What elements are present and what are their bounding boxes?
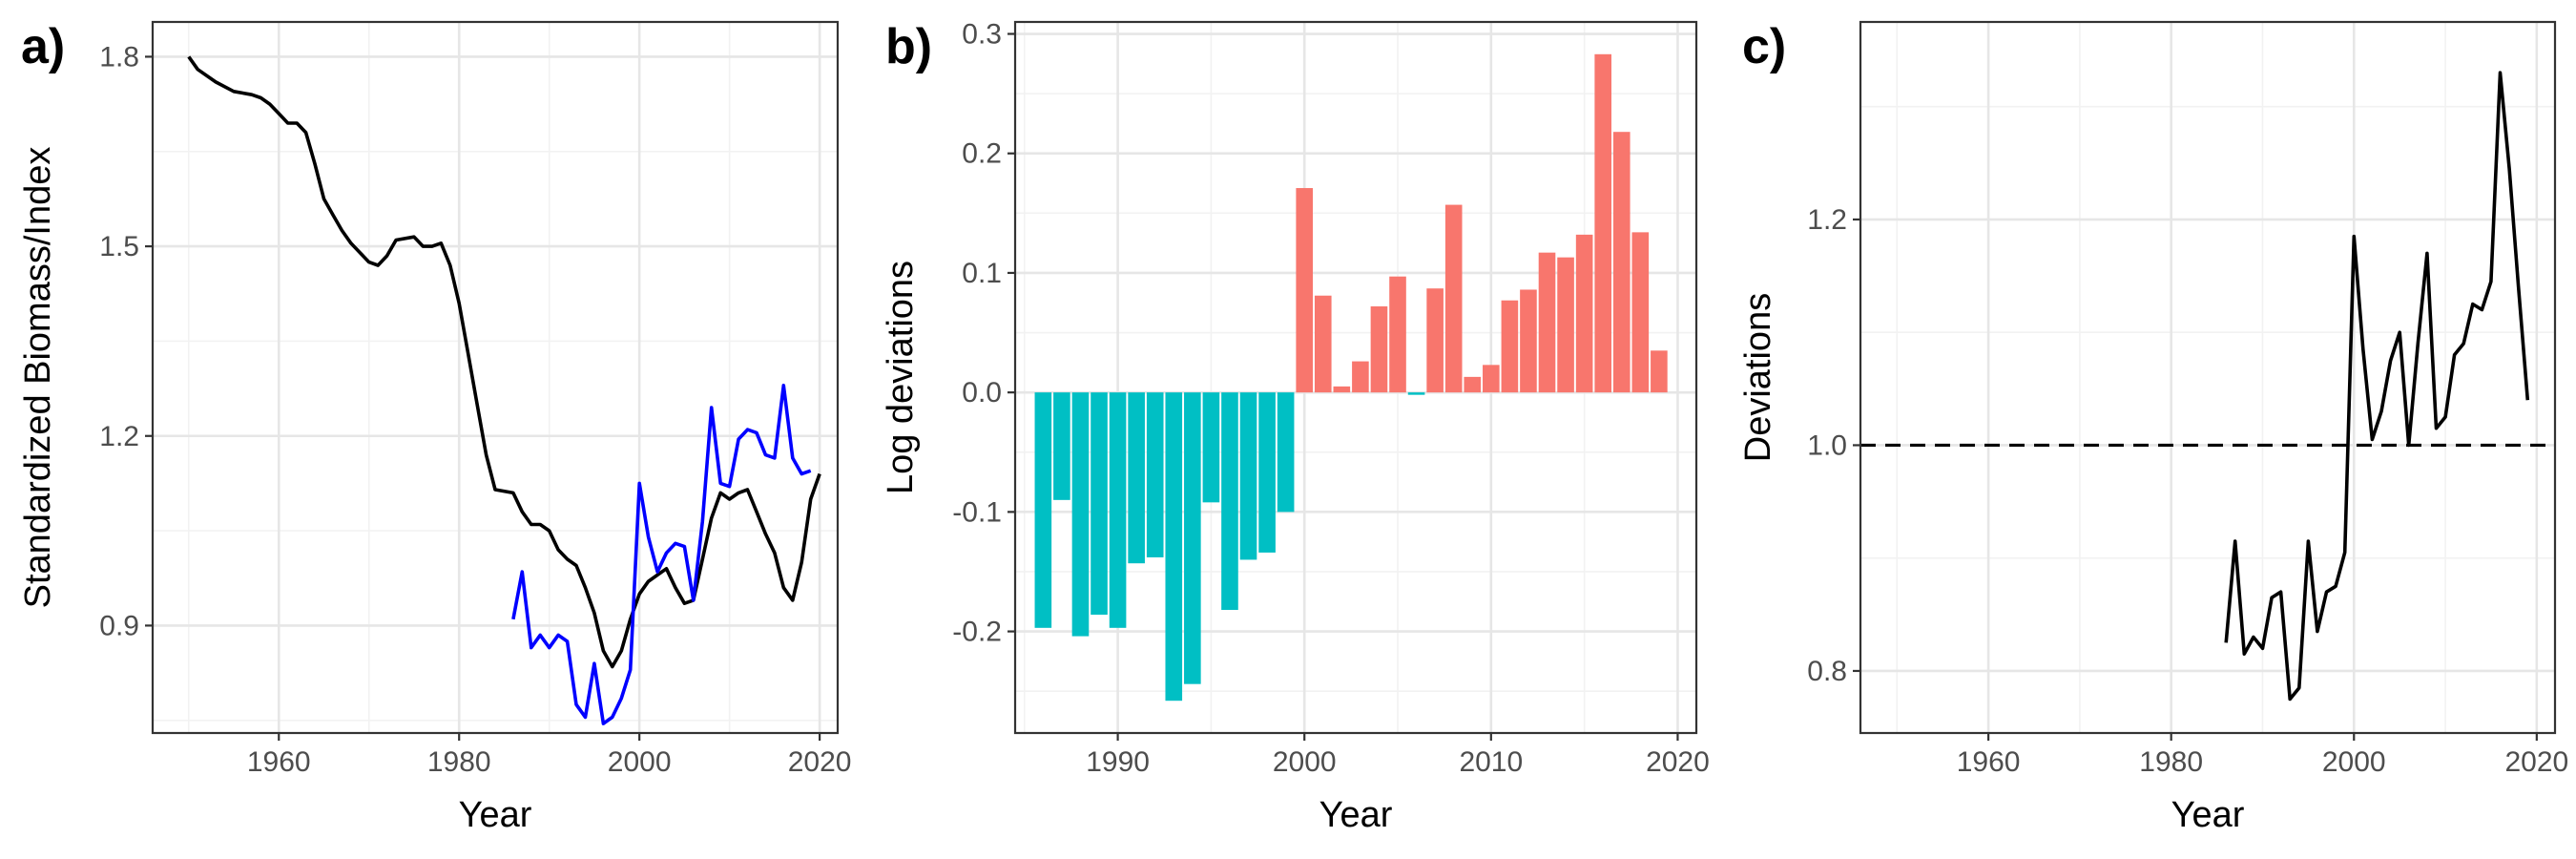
bar <box>1034 392 1052 628</box>
bar <box>1314 295 1332 393</box>
x-tick-label: 2000 <box>1273 746 1337 778</box>
bar <box>1483 365 1500 393</box>
x-tick-label: 2020 <box>788 746 852 778</box>
bar <box>1091 392 1108 616</box>
bar <box>1651 350 1668 393</box>
bar <box>1520 289 1537 393</box>
x-tick-label: 1980 <box>427 746 491 778</box>
y-tick-label: -0.2 <box>952 617 1002 648</box>
bar <box>1165 392 1183 702</box>
y-tick-label: 0.3 <box>962 19 1002 51</box>
bar <box>1202 392 1220 503</box>
y-tick-label: 0.8 <box>1807 656 1847 687</box>
y-tick-label: 1.5 <box>99 231 139 262</box>
x-tick-label: 2000 <box>2322 746 2386 778</box>
x-tick-label: 2020 <box>1646 746 1710 778</box>
bar <box>1184 392 1201 684</box>
y-tick-label: 0.1 <box>962 258 1002 289</box>
plot-frame <box>151 20 840 735</box>
y-tick-label: 0.9 <box>99 610 139 641</box>
panel-label: c) <box>1742 19 1786 74</box>
plot-frame <box>1013 20 1698 735</box>
y-tick-label: -0.1 <box>952 496 1002 528</box>
bar <box>1221 392 1238 611</box>
bar <box>1277 392 1295 513</box>
x-axis-title: Year <box>2171 795 2245 835</box>
bar <box>1109 392 1127 628</box>
x-axis-title: Year <box>1319 795 1393 835</box>
y-axis-title: Log deviations <box>881 261 921 494</box>
bar <box>1538 252 1556 393</box>
panel-label: a) <box>21 19 65 74</box>
bar <box>1296 188 1314 393</box>
bar <box>1557 257 1574 393</box>
panel-b: 1990 2000 2010 2020 -0.2 -0.1 0.0 0.1 0.2 0.3 Year… <box>881 19 1710 835</box>
bar <box>1370 306 1388 393</box>
panel-a: 1960 1980 2000 2020 0.9 1.2 1.5 1.8 Year Standard… <box>18 19 851 835</box>
y-axis-title: Deviations <box>1738 293 1778 462</box>
bar <box>1352 361 1369 393</box>
y-tick-label: 1.2 <box>1807 204 1847 236</box>
bar <box>1333 386 1351 393</box>
bar <box>1053 392 1070 500</box>
panel-label: b) <box>885 19 932 74</box>
x-axis-title: Year <box>459 795 532 835</box>
series-line <box>2224 71 2530 702</box>
bar <box>1146 392 1164 557</box>
bar <box>1631 232 1650 393</box>
x-tick-label: 1960 <box>1957 746 2021 778</box>
x-tick-label: 1960 <box>247 746 311 778</box>
x-tick-label: 2020 <box>2504 746 2568 778</box>
bar <box>1258 392 1276 553</box>
bar <box>1407 392 1425 395</box>
bar <box>1389 276 1406 393</box>
bar <box>1444 204 1463 393</box>
x-tick-label: 1980 <box>2139 746 2203 778</box>
bar <box>1426 288 1444 393</box>
y-tick-label: 1.0 <box>1807 430 1847 461</box>
plot-frame <box>1859 20 2557 735</box>
bar <box>1239 392 1257 560</box>
y-tick-label: 0.2 <box>962 138 1002 170</box>
y-tick-label: 1.2 <box>99 421 139 452</box>
bar <box>1612 132 1631 393</box>
x-tick-label: 2000 <box>608 746 672 778</box>
bar <box>1575 234 1593 393</box>
bar <box>1501 300 1519 393</box>
y-axis-title: Standardized Biomass/Index <box>18 147 58 609</box>
bar <box>1071 392 1090 637</box>
bar <box>1464 376 1482 393</box>
bar <box>1128 392 1145 564</box>
series-line <box>511 383 812 725</box>
bar <box>1594 53 1611 393</box>
panel-c: 1960 1980 2000 2020 0.8 1.0 1.2 Year Deviations c… <box>1738 19 2568 835</box>
x-tick-label: 2010 <box>1459 746 1523 778</box>
y-tick-label: 1.8 <box>99 41 139 73</box>
series-line <box>187 55 821 669</box>
y-tick-label: 0.0 <box>962 377 1002 409</box>
x-tick-label: 1990 <box>1086 746 1150 778</box>
